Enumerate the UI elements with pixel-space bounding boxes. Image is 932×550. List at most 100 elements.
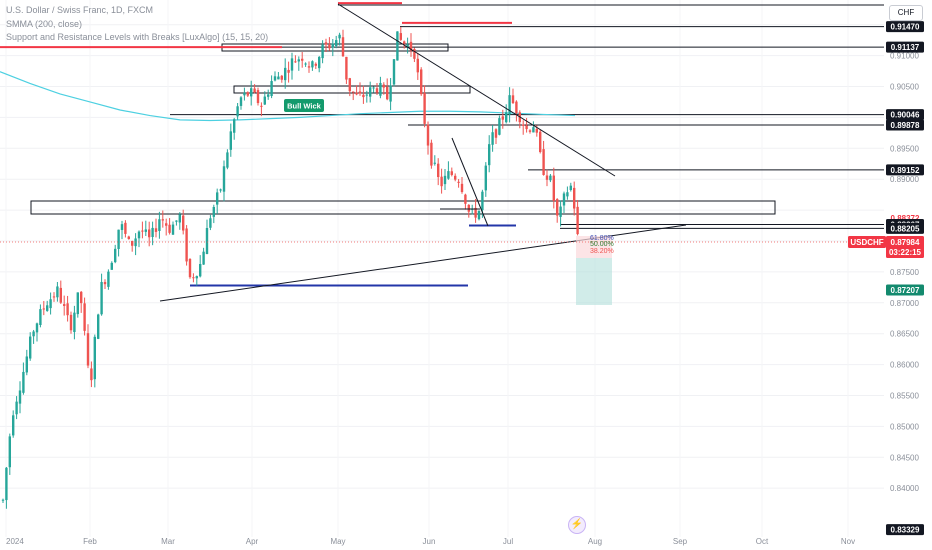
price-tag-bg xyxy=(886,222,924,234)
candle-body xyxy=(120,224,124,230)
candle-body xyxy=(97,314,100,339)
candle xyxy=(307,61,311,73)
fib-level-label: 61.80% xyxy=(590,235,614,242)
candle xyxy=(107,269,110,290)
candle-body xyxy=(328,44,331,49)
candle xyxy=(566,186,569,200)
candle-body xyxy=(270,81,273,96)
candle-body xyxy=(505,112,508,123)
candle xyxy=(406,37,409,54)
candle xyxy=(457,179,460,188)
candle xyxy=(331,39,334,57)
chart-legend: U.S. Dollar / Swiss Franc, 1D, FXCM SMMA… xyxy=(6,4,268,45)
candle xyxy=(32,329,35,344)
candle xyxy=(158,211,161,239)
candle-body xyxy=(161,219,164,221)
candle xyxy=(542,140,545,176)
candle-body xyxy=(498,118,501,135)
time-label: Feb xyxy=(83,537,97,546)
candle-body xyxy=(131,240,134,246)
symbol-title[interactable]: U.S. Dollar / Swiss Franc, 1D, FXCM xyxy=(6,5,154,15)
candle-body xyxy=(243,92,246,96)
candle xyxy=(29,332,32,361)
candle-body xyxy=(165,223,168,226)
candle-body xyxy=(440,176,443,187)
candle-body xyxy=(83,303,86,331)
candle-body xyxy=(202,251,205,265)
price-tick-label: 0.86500 xyxy=(890,330,919,339)
candle-body xyxy=(212,206,215,217)
candle xyxy=(454,173,457,182)
candle xyxy=(369,81,372,103)
candle xyxy=(73,305,76,340)
smma-curve xyxy=(0,71,576,122)
candle xyxy=(80,290,83,313)
candle-body xyxy=(114,248,117,263)
candle xyxy=(216,188,219,214)
candle-body xyxy=(56,286,59,298)
candle-body xyxy=(80,291,83,304)
price-tick-label: 0.89000 xyxy=(890,175,919,184)
candle-body xyxy=(331,43,334,48)
candle xyxy=(260,102,263,117)
candle xyxy=(287,61,290,83)
candle xyxy=(362,85,365,104)
candle xyxy=(127,235,130,240)
candle-body xyxy=(260,105,263,107)
price-tag-bg xyxy=(886,524,924,536)
candle xyxy=(491,125,494,152)
candle xyxy=(267,89,270,100)
candle xyxy=(226,149,229,170)
candle-body xyxy=(508,95,511,115)
candle xyxy=(396,31,399,61)
candle xyxy=(39,304,42,328)
candle-body xyxy=(107,271,110,287)
candle-body xyxy=(423,93,426,124)
candle xyxy=(243,87,246,101)
bull-wick-text: Bull Wick xyxy=(287,102,322,111)
candle-body xyxy=(256,90,260,104)
candle xyxy=(212,204,215,224)
indicator-smma[interactable]: SMMA (200, close) xyxy=(6,18,83,29)
candle xyxy=(348,77,351,97)
indicator-sr-levels[interactable]: Support and Resistance Levels with Break… xyxy=(6,32,269,42)
candle-body xyxy=(222,166,226,192)
candle-body xyxy=(253,88,256,93)
drawings-layer: 61.80%50.00%38.20% Bull Wick xyxy=(0,3,884,305)
candle xyxy=(358,82,362,96)
candle xyxy=(290,52,294,80)
price-tag-text: 0.88205 xyxy=(891,224,920,233)
candle-body xyxy=(66,303,69,316)
candle-body xyxy=(352,91,355,93)
candle xyxy=(144,220,147,236)
candle-body xyxy=(379,82,382,96)
candle-body xyxy=(494,129,498,138)
candle-body xyxy=(535,128,538,133)
candle xyxy=(195,275,198,286)
price-tag-text: 0.87207 xyxy=(891,286,920,295)
price-tick-label: 0.84500 xyxy=(890,453,919,462)
currency-button[interactable]: CHF xyxy=(889,5,923,21)
countdown-timer: 03:22:15 xyxy=(889,248,922,257)
candle-body xyxy=(233,119,236,133)
candle xyxy=(372,86,375,93)
candle-body xyxy=(528,130,532,132)
time-label: May xyxy=(330,537,345,546)
lightning-icon[interactable]: ⚡ xyxy=(568,516,586,534)
price-tag-bg xyxy=(886,164,924,176)
candle xyxy=(423,85,426,128)
candle xyxy=(151,221,154,246)
candle xyxy=(110,261,113,270)
candle-body xyxy=(185,228,188,262)
candle-body xyxy=(348,78,351,92)
time-label: Oct xyxy=(756,537,769,546)
candle xyxy=(321,40,324,64)
candle xyxy=(562,191,566,213)
price-axis[interactable]: 0.91000 0.90500 0.89500 0.89000 0.87500 0.870… xyxy=(848,21,924,536)
time-axis[interactable]: 2024 Feb Mar Apr May Jun Jul Aug Sep Oct Nov xyxy=(6,537,855,546)
candle xyxy=(549,173,552,183)
candle-body xyxy=(5,467,8,501)
candle xyxy=(505,104,508,124)
candle xyxy=(413,47,416,63)
